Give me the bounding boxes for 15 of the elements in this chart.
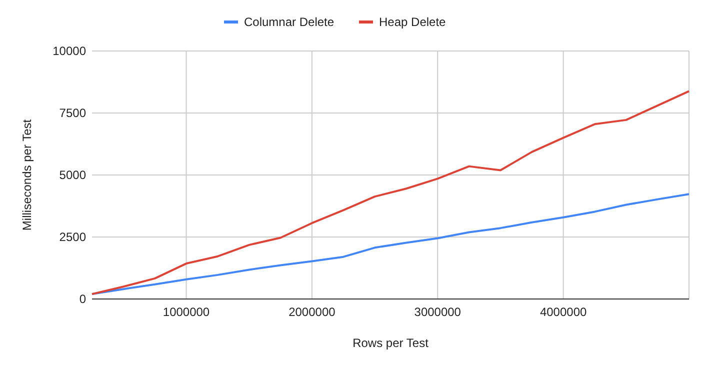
legend-label: Heap Delete <box>379 15 446 30</box>
y-axis-title: Milliseconds per Test <box>20 118 34 231</box>
y-tick-label: 2500 <box>59 230 86 244</box>
line-series <box>91 90 690 296</box>
line-series <box>91 193 690 296</box>
y-tick-label: 0 <box>79 292 86 306</box>
y-tick-label: 7500 <box>59 106 86 120</box>
x-axis-title: Rows per Test <box>352 336 430 350</box>
x-tick-label: 1000000 <box>162 305 210 319</box>
x-tick-label: 4000000 <box>540 305 587 319</box>
x-tick-label: 3000000 <box>414 305 462 319</box>
y-tick-label: 5000 <box>59 168 86 182</box>
legend-label: Columnar Delete <box>244 15 334 30</box>
x-tick-label: 2000000 <box>288 305 336 319</box>
y-tick-label: 10000 <box>52 44 86 58</box>
